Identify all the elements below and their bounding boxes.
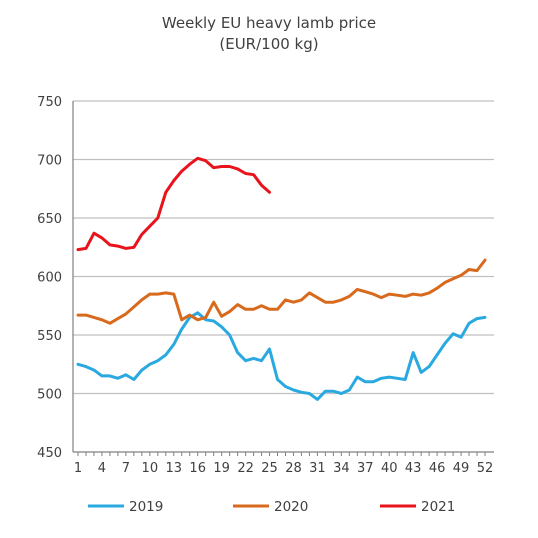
x-tick-label: 22 — [237, 461, 254, 476]
legend-label-2020: 2020 — [274, 499, 308, 515]
y-tick-label: 600 — [37, 271, 62, 286]
legend: 2019 2020 2021 — [88, 499, 455, 515]
x-tick-label: 31 — [309, 461, 326, 476]
x-tick-label: 49 — [453, 461, 470, 476]
chart-subtitle: (EUR/100 kg) — [219, 35, 318, 53]
legend-label-2019: 2019 — [129, 499, 163, 515]
y-tick-label: 500 — [37, 388, 62, 403]
x-tick-label: 1 — [74, 461, 82, 476]
x-tick-label: 7 — [122, 461, 130, 476]
series-line-2021 — [76, 156, 271, 252]
x-tick-label: 13 — [165, 461, 182, 476]
x-tick-label: 37 — [357, 461, 374, 476]
y-tick-label: 700 — [37, 154, 62, 169]
y-tick-label: 750 — [37, 95, 62, 110]
legend-label-2021: 2021 — [421, 499, 455, 515]
series-line-2020 — [76, 258, 487, 325]
x-tick-label: 25 — [261, 461, 278, 476]
series-line-2019 — [76, 311, 487, 401]
x-tick-label: 28 — [285, 461, 302, 476]
x-tick-label: 10 — [142, 461, 159, 476]
x-tick-label: 43 — [405, 461, 422, 476]
y-tick-label: 650 — [37, 212, 62, 227]
chart-title: Weekly EU heavy lamb price — [162, 14, 376, 32]
series-lines — [76, 156, 487, 401]
x-tick-label: 34 — [333, 461, 350, 476]
x-tick-label: 52 — [477, 461, 494, 476]
x-tick-label: 19 — [213, 461, 230, 476]
x-tick-label: 16 — [189, 461, 206, 476]
y-tick-label: 450 — [37, 446, 62, 461]
x-tick-label: 46 — [429, 461, 446, 476]
axes: 450 500 550 600 650 700 750 1 4 7 10 13 16 19 22 25 28 31… — [37, 95, 494, 476]
gridlines — [73, 100, 494, 395]
x-tick-label: 40 — [381, 461, 398, 476]
x-tick-label: 4 — [98, 461, 106, 476]
y-tick-label: 550 — [37, 329, 62, 344]
